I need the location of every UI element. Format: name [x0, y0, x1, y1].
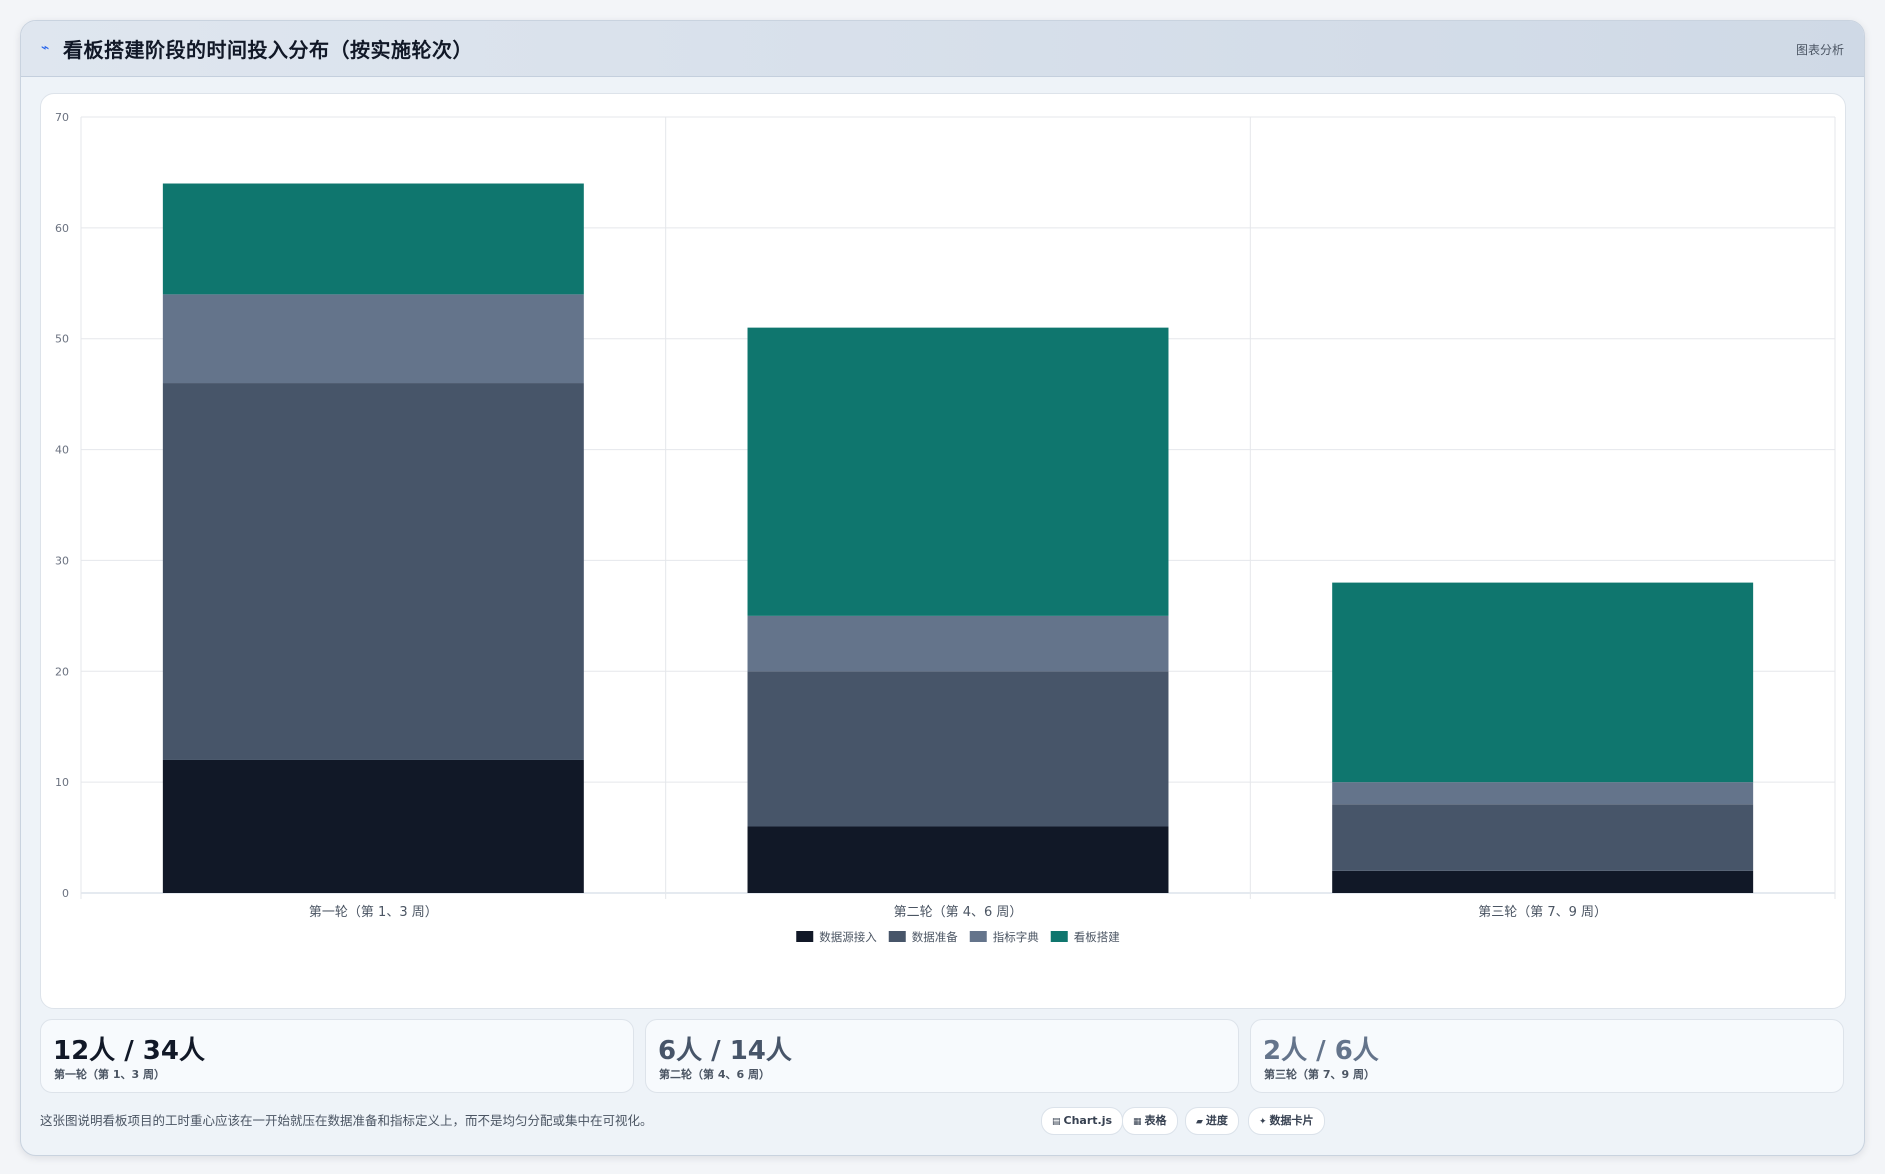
progress-icon: ▰: [1196, 1117, 1203, 1127]
card-header: ⌁ 看板搭建阶段的时间投入分布（按实施轮次） 图表分析: [21, 21, 1864, 77]
legend-swatch: [969, 931, 987, 942]
legend-label: 数据源接入: [819, 930, 877, 944]
stat-label: 第一轮（第 1、3 周）: [54, 1068, 165, 1081]
stat-label: 第三轮（第 7、9 周）: [1264, 1068, 1375, 1081]
x-tick-label: 第二轮（第 4、6 周）: [894, 905, 1023, 920]
bar-segment: [1332, 870, 1754, 893]
chart-card: ⌁ 看板搭建阶段的时间投入分布（按实施轮次） 图表分析 0 10 20 30 40 50 6…: [20, 20, 1865, 1156]
bar-segment: [747, 826, 1169, 893]
chart-line-icon: ⌁: [41, 40, 50, 56]
bar-segment: [1332, 782, 1754, 805]
chip-label: 数据卡片: [1269, 1114, 1314, 1127]
chip-data-card[interactable]: ✦ 数据卡片: [1248, 1107, 1325, 1135]
y-tick-label: 60: [55, 222, 69, 235]
stat-card-round-1: 12人 / 34人 第一轮（第 1、3 周）: [40, 1019, 634, 1093]
bar-segment: [162, 183, 584, 295]
chart-title: 看板搭建阶段的时间投入分布（按实施轮次）: [63, 38, 473, 62]
bar-segment: [162, 383, 584, 760]
stats-row: 12人 / 34人 第一轮（第 1、3 周） 6人 / 14人 第二轮（第 4、…: [40, 1019, 1844, 1093]
legend-swatch: [1050, 931, 1068, 942]
legend-swatch: [888, 931, 906, 942]
legend-label: 指标字典: [993, 930, 1039, 944]
chip-label: Chart.js: [1063, 1114, 1113, 1127]
chip-progress[interactable]: ▰ 进度: [1185, 1107, 1239, 1135]
stat-value: 12人 / 34人: [53, 1036, 205, 1066]
legend-label: 看板搭建: [1074, 930, 1120, 944]
x-tick-label: 第一轮（第 1、3 周）: [309, 905, 438, 920]
bar-segment: [162, 759, 584, 893]
chip-label: 表格: [1144, 1114, 1167, 1127]
stat-card-round-2: 6人 / 14人 第二轮（第 4、6 周）: [645, 1019, 1239, 1093]
chart-panel: 0 10 20 30 40 50 60 70 第一轮（第 1、3 周） 第二轮（第 4、6 周） 第…: [40, 93, 1846, 1009]
footer-note: 这张图说明看板项目的工时重心应该在一开始就压在数据准备和指标定义上，而不是均匀分…: [40, 1113, 653, 1128]
stat-value: 2人 / 6人: [1263, 1036, 1379, 1066]
stat-card-round-3: 2人 / 6人 第三轮（第 7、9 周）: [1250, 1019, 1844, 1093]
chip-table[interactable]: ▦ 表格: [1122, 1107, 1178, 1135]
stat-label: 第二轮（第 4、6 周）: [659, 1068, 770, 1081]
bar-segment: [162, 294, 584, 384]
chart-icon: ▤: [1052, 1117, 1061, 1127]
y-tick-label: 0: [62, 887, 69, 900]
y-tick-label: 50: [55, 333, 69, 346]
bar-segment: [747, 671, 1169, 827]
stacked-bar-chart: 0 10 20 30 40 50 60 70 第一轮（第 1、3 周） 第二轮（第 4、6 周） 第…: [55, 111, 1836, 944]
bar-segment: [747, 615, 1169, 672]
chart-analysis-link[interactable]: 图表分析: [1795, 43, 1844, 57]
y-tick-label: 10: [55, 776, 69, 789]
legend-label: 数据准备: [912, 930, 958, 944]
bar-segment: [1332, 804, 1754, 871]
sparkle-icon: ✦: [1259, 1117, 1267, 1127]
chip-chartjs[interactable]: ▤ Chart.js: [1041, 1107, 1124, 1135]
bar-segment: [1332, 582, 1754, 783]
x-tick-label: 第三轮（第 7、9 周）: [1478, 905, 1607, 920]
y-tick-label: 70: [55, 111, 69, 124]
legend-swatch: [796, 931, 814, 942]
stat-value: 6人 / 14人: [658, 1036, 792, 1066]
y-tick-label: 40: [55, 444, 69, 457]
y-tick-label: 30: [55, 554, 69, 567]
bar-segment: [747, 327, 1169, 616]
y-tick-label: 20: [55, 665, 69, 678]
table-icon: ▦: [1133, 1117, 1142, 1127]
chip-label: 进度: [1205, 1114, 1228, 1127]
